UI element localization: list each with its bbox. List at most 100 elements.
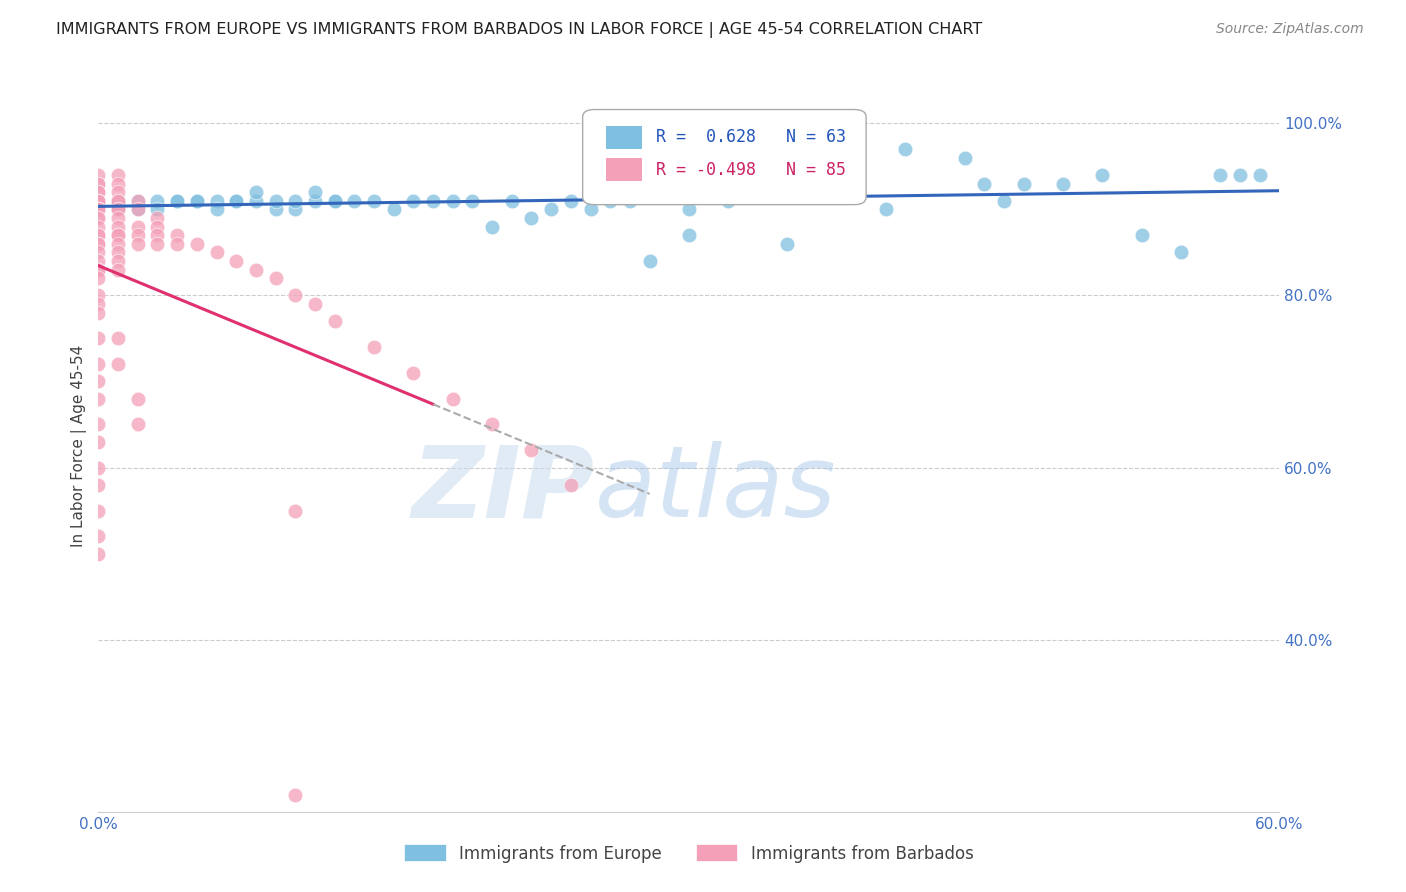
Point (107, 228, 129, 243)
Point (343, 194, 366, 208)
Point (953, 151, 976, 165)
Point (205, 202, 228, 217)
Point (107, 228, 129, 243)
FancyBboxPatch shape (582, 110, 866, 204)
Point (107, 357, 129, 371)
Point (107, 211, 129, 225)
Point (697, 177, 720, 191)
Point (87, 194, 110, 208)
Point (1249, 168, 1271, 182)
Point (146, 194, 169, 208)
Point (1170, 245, 1192, 260)
Point (717, 194, 740, 208)
Point (87, 202, 110, 217)
Point (87, 185, 110, 199)
Point (245, 194, 267, 208)
Text: R =  0.628   N = 63: R = 0.628 N = 63 (655, 128, 846, 146)
Point (87, 168, 110, 182)
Point (127, 202, 149, 217)
Point (678, 202, 700, 217)
Point (835, 177, 858, 191)
Point (87, 245, 110, 260)
Point (87, 236, 110, 251)
Point (87, 219, 110, 234)
Text: Source: ZipAtlas.com: Source: ZipAtlas.com (1216, 22, 1364, 37)
Point (127, 392, 149, 406)
Point (127, 194, 149, 208)
Point (304, 194, 326, 208)
Point (87, 288, 110, 302)
Point (107, 219, 129, 234)
Point (441, 194, 464, 208)
Point (993, 194, 1015, 208)
Point (87, 271, 110, 285)
Point (402, 194, 425, 208)
Point (579, 202, 602, 217)
Point (166, 228, 188, 243)
Point (520, 443, 543, 458)
Y-axis label: In Labor Force | Age 45-54: In Labor Force | Age 45-54 (72, 345, 87, 547)
Point (776, 236, 799, 251)
Point (284, 194, 307, 208)
Point (560, 477, 582, 491)
Point (461, 194, 484, 208)
Point (87, 202, 110, 217)
Point (422, 194, 444, 208)
Point (225, 194, 247, 208)
Point (264, 271, 287, 285)
Point (87, 529, 110, 543)
Point (323, 194, 346, 208)
Point (205, 245, 228, 260)
Point (127, 236, 149, 251)
Point (599, 194, 621, 208)
Point (264, 202, 287, 217)
Point (127, 202, 149, 217)
Point (225, 194, 247, 208)
Point (87, 331, 110, 345)
Point (87, 305, 110, 319)
Point (245, 262, 267, 277)
Point (382, 202, 405, 217)
Point (107, 202, 129, 217)
Point (1130, 228, 1153, 243)
Point (638, 254, 661, 268)
Point (264, 194, 287, 208)
Point (796, 159, 818, 173)
Point (284, 503, 307, 517)
Point (107, 202, 129, 217)
Point (87, 185, 110, 199)
Point (127, 194, 149, 208)
Point (87, 477, 110, 491)
Point (875, 202, 897, 217)
Point (127, 219, 149, 234)
Point (402, 366, 425, 380)
Bar (606, 126, 641, 149)
Text: atlas: atlas (595, 442, 837, 539)
Point (658, 177, 681, 191)
Point (87, 236, 110, 251)
Point (441, 392, 464, 406)
Point (166, 236, 188, 251)
Point (146, 211, 169, 225)
Point (107, 185, 129, 199)
Point (107, 194, 129, 208)
Text: R = -0.498   N = 85: R = -0.498 N = 85 (655, 161, 846, 178)
Point (87, 211, 110, 225)
Point (323, 194, 346, 208)
Point (205, 194, 228, 208)
Point (186, 194, 208, 208)
Point (1012, 177, 1035, 191)
Point (87, 194, 110, 208)
Point (127, 228, 149, 243)
Point (87, 434, 110, 449)
Point (107, 202, 129, 217)
Point (107, 331, 129, 345)
Point (678, 228, 700, 243)
Point (87, 194, 110, 208)
Point (87, 228, 110, 243)
Point (87, 177, 110, 191)
Point (1052, 177, 1074, 191)
Point (87, 202, 110, 217)
Point (87, 202, 110, 217)
Point (107, 262, 129, 277)
